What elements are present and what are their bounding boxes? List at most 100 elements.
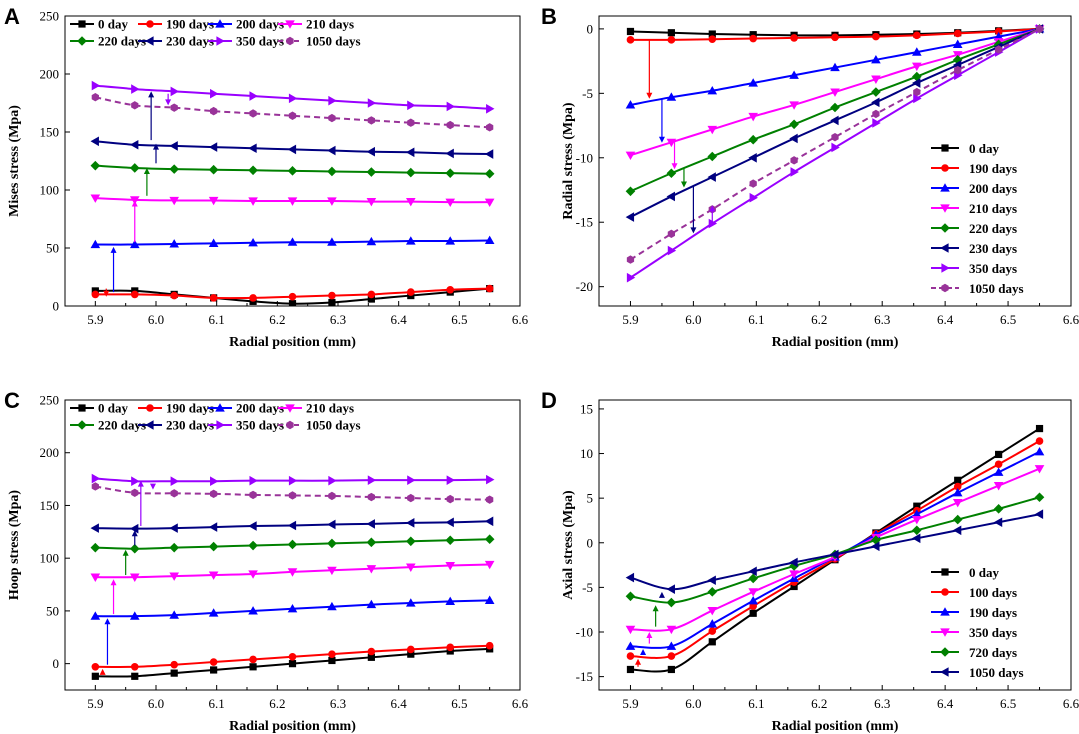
data-point <box>952 499 963 508</box>
data-point <box>210 666 218 674</box>
series-1050-days <box>91 482 494 504</box>
transition-arrow <box>153 143 159 164</box>
transition-arrows <box>646 39 716 234</box>
data-point <box>406 147 415 158</box>
data-point <box>446 475 456 485</box>
data-point <box>287 144 297 155</box>
y-tick-label: -15 <box>576 215 593 230</box>
data-point <box>830 62 840 72</box>
legend-item: 0 day <box>931 565 999 580</box>
data-point <box>707 85 718 95</box>
data-point <box>625 100 636 109</box>
data-point <box>407 100 416 111</box>
data-point <box>790 156 798 165</box>
legend-item: 220 days <box>70 34 146 49</box>
data-point <box>666 641 677 650</box>
legend-item: 350 days <box>208 418 284 433</box>
data-point <box>666 138 677 148</box>
x-tick-label: 6.2 <box>269 312 285 327</box>
data-point <box>993 31 1004 41</box>
legend: 0 day 190 days 200 days 210 days 220 days 230… <box>70 401 361 433</box>
legend-item: 230 days <box>138 34 214 49</box>
x-tick-label: 6.3 <box>874 312 890 327</box>
legend-item: 210 days <box>278 401 354 416</box>
x-tick-label: 6.6 <box>1063 696 1079 711</box>
data-point <box>707 619 718 628</box>
data-point <box>90 160 101 171</box>
data-point <box>366 146 375 157</box>
data-point <box>445 561 456 571</box>
x-tick-label: 6.0 <box>685 696 701 711</box>
data-point <box>327 566 337 576</box>
data-point <box>248 606 258 615</box>
data-point <box>667 652 676 660</box>
legend-marker <box>215 403 225 412</box>
data-point <box>248 197 258 206</box>
data-point <box>169 239 179 248</box>
legend-label: 200 days <box>236 401 284 416</box>
data-point <box>913 87 921 97</box>
transition-arrow <box>635 658 642 667</box>
data-point <box>626 652 635 660</box>
data-point <box>367 295 375 303</box>
data-point <box>708 35 717 43</box>
legend-marker <box>940 607 950 616</box>
data-point <box>407 118 415 127</box>
data-point <box>952 514 963 525</box>
data-point <box>1034 465 1045 474</box>
data-point <box>667 229 676 239</box>
legend-marker <box>941 568 949 576</box>
x-tick-label: 6.6 <box>512 312 529 327</box>
data-point <box>288 111 297 120</box>
legend-label: 220 days <box>98 418 146 433</box>
data-point <box>288 300 297 306</box>
data-point <box>90 194 101 203</box>
transition-arrow <box>110 246 117 293</box>
data-point <box>830 115 839 126</box>
data-point <box>666 168 677 179</box>
data-point <box>872 32 880 41</box>
transition-arrow <box>103 288 110 297</box>
series-190-days <box>91 284 494 302</box>
data-point <box>749 609 757 617</box>
legend-item: 190 days <box>138 17 214 32</box>
data-point <box>367 647 376 656</box>
legend-marker <box>286 36 294 46</box>
data-point <box>666 625 677 635</box>
data-point <box>484 198 495 207</box>
data-point <box>1034 492 1045 503</box>
data-point <box>625 151 636 160</box>
data-point <box>831 132 839 142</box>
data-point <box>367 116 375 125</box>
data-point <box>131 672 139 680</box>
data-point <box>749 192 758 203</box>
x-tick-label: 6.1 <box>748 312 764 327</box>
panel-letter: A <box>4 4 20 29</box>
data-point <box>288 292 297 301</box>
data-point <box>249 109 257 118</box>
data-point <box>208 571 219 580</box>
series-1050-days <box>625 509 1044 594</box>
series-220-days <box>90 534 495 554</box>
legend-item: 0 day <box>70 17 128 32</box>
x-tick-label: 6.2 <box>269 696 285 711</box>
legend-label: 190 days <box>166 17 214 32</box>
y-tick-label: 5 <box>587 491 594 506</box>
data-point <box>1034 446 1045 456</box>
data-point <box>789 101 799 110</box>
data-point <box>287 604 298 613</box>
transition-arrow <box>680 167 687 188</box>
plot-frame <box>64 399 521 691</box>
legend-label: 200 days <box>969 181 1017 196</box>
data-point <box>210 489 218 499</box>
data-point <box>248 237 258 247</box>
y-axis-title: Mises stress (Mpa) <box>7 105 22 217</box>
data-point <box>666 584 675 594</box>
data-point <box>486 104 495 114</box>
legend-label: 190 days <box>166 401 214 416</box>
transition-arrow <box>652 605 659 627</box>
data-point <box>952 525 962 536</box>
data-point <box>407 475 416 485</box>
y-tick-label: 250 <box>40 9 60 24</box>
series-350-days <box>91 80 495 114</box>
